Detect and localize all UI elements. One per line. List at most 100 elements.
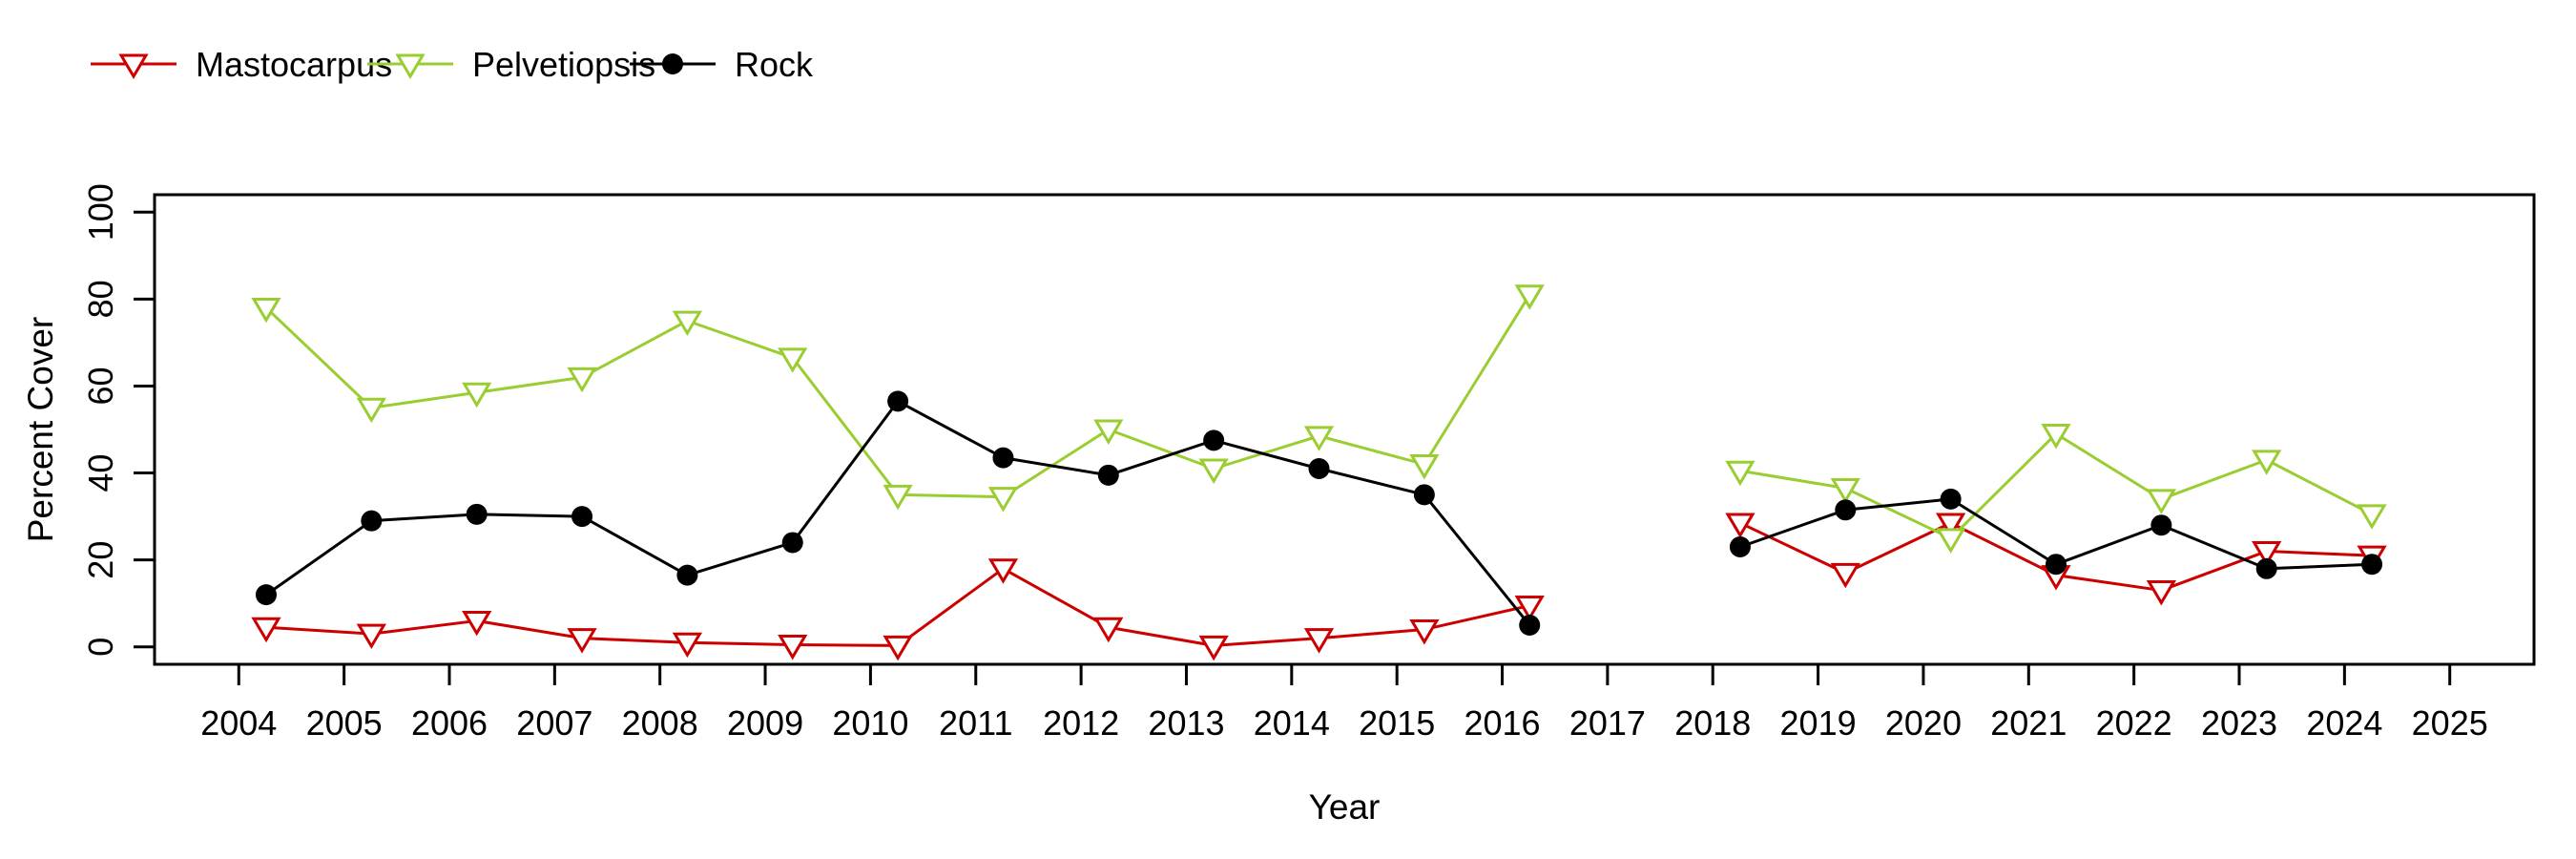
data-point-triangle-mastocarpus bbox=[1303, 628, 1335, 654]
legend-item-rock: Rock bbox=[630, 45, 814, 84]
data-point-triangle-pelvetiopsis bbox=[1198, 458, 1229, 484]
x-tick-label: 2008 bbox=[622, 703, 698, 743]
series-line-mastocarpus bbox=[264, 567, 1531, 647]
x-tick-label: 2013 bbox=[1148, 703, 1224, 743]
data-point-triangle-pelvetiopsis bbox=[251, 297, 281, 324]
data-point-circle-rock bbox=[1729, 536, 1751, 557]
x-tick-label: 2009 bbox=[727, 703, 803, 743]
data-point-circle-rock bbox=[1097, 464, 1119, 486]
y-axis-title: Percent Cover bbox=[21, 317, 60, 543]
x-tick-label: 2025 bbox=[2412, 703, 2488, 743]
data-point-triangle-mastocarpus bbox=[251, 617, 281, 643]
data-point-triangle-pelvetiopsis bbox=[1725, 460, 1755, 487]
data-point-circle-rock bbox=[781, 532, 803, 554]
x-tick-label: 2018 bbox=[1674, 703, 1751, 743]
legend: Mastocarpus Pelvetiopsis Rock bbox=[91, 45, 814, 84]
data-point-triangle-mastocarpus bbox=[567, 628, 597, 654]
data-point-triangle-pelvetiopsis bbox=[1514, 284, 1545, 310]
data-point-triangle-mastocarpus bbox=[1198, 635, 1229, 661]
data-point-circle-rock bbox=[2045, 554, 2067, 576]
x-tick-label: 2016 bbox=[1464, 703, 1540, 743]
x-tick-label: 2011 bbox=[939, 703, 1012, 743]
y-tick-label: 0 bbox=[81, 638, 120, 657]
x-tick-label: 2023 bbox=[2201, 703, 2277, 743]
data-point-triangle-mastocarpus bbox=[1725, 513, 1755, 538]
plot-box bbox=[153, 193, 2536, 666]
data-point-triangle-pelvetiopsis bbox=[1936, 528, 1966, 554]
data-point-circle-rock bbox=[466, 503, 488, 525]
x-tick-label: 2024 bbox=[2306, 703, 2382, 743]
x-tick-label: 2005 bbox=[306, 703, 383, 743]
data-point-triangle-pelvetiopsis bbox=[1303, 426, 1335, 451]
data-point-triangle-pelvetiopsis bbox=[356, 397, 386, 424]
data-point-circle-rock bbox=[2361, 554, 2383, 576]
series-rock bbox=[255, 390, 2383, 636]
data-point-circle-rock bbox=[887, 390, 909, 412]
x-tick-label: 2006 bbox=[411, 703, 488, 743]
data-point-triangle-pelvetiopsis bbox=[2252, 450, 2282, 475]
x-tick-label: 2019 bbox=[1780, 703, 1857, 743]
data-point-circle-rock bbox=[255, 584, 277, 606]
data-point-triangle-mastocarpus bbox=[1093, 617, 1124, 643]
data-point-circle-rock bbox=[1940, 488, 1962, 510]
legend-item-pelvetiopsis: Pelvetiopsis bbox=[367, 45, 655, 84]
data-point-triangle-pelvetiopsis bbox=[2146, 489, 2176, 514]
x-tick-label: 2007 bbox=[516, 703, 592, 743]
legend-label-rock: Rock bbox=[735, 45, 814, 84]
x-tick-label: 2017 bbox=[1569, 703, 1646, 743]
data-point-triangle-pelvetiopsis bbox=[1093, 419, 1124, 445]
x-tick-label: 2012 bbox=[1043, 703, 1119, 743]
legend-item-mastocarpus: Mastocarpus bbox=[91, 45, 392, 84]
series-layer bbox=[251, 284, 2387, 661]
data-point-circle-rock bbox=[1308, 458, 1330, 479]
data-point-triangle-pelvetiopsis bbox=[462, 382, 492, 409]
data-point-triangle-mastocarpus bbox=[1936, 513, 1966, 538]
data-point-circle-rock bbox=[676, 564, 698, 586]
legend-label-pelvetiopsis: Pelvetiopsis bbox=[472, 45, 655, 84]
data-point-triangle-mastocarpus bbox=[2146, 580, 2176, 606]
x-tick-label: 2020 bbox=[1885, 703, 1962, 743]
data-point-triangle-mastocarpus bbox=[2252, 541, 2282, 567]
y-tick-label: 100 bbox=[81, 183, 120, 241]
data-point-circle-rock bbox=[1413, 484, 1435, 506]
data-point-circle-rock bbox=[992, 447, 1014, 469]
x-tick-label: 2015 bbox=[1359, 703, 1435, 743]
data-point-triangle-mastocarpus bbox=[883, 635, 913, 661]
data-point-triangle-pelvetiopsis bbox=[1830, 478, 1860, 504]
x-tick-label: 2014 bbox=[1254, 703, 1330, 743]
data-point-triangle-mastocarpus bbox=[1830, 562, 1860, 589]
axes: 2004 2005 2006 2007 2008 2009 2010 2011 2012 2013… bbox=[81, 183, 2488, 743]
series-pelvetiopsis bbox=[251, 284, 2387, 554]
series-line-rock bbox=[264, 399, 1531, 627]
legend-label-mastocarpus: Mastocarpus bbox=[196, 45, 392, 84]
series-line-pelvetiopsis bbox=[1738, 432, 2374, 540]
data-point-triangle-mastocarpus bbox=[462, 610, 492, 637]
legend-marker-triangle-pelvetiopsis bbox=[395, 53, 426, 79]
data-point-triangle-pelvetiopsis bbox=[778, 347, 808, 373]
data-point-triangle-mastocarpus bbox=[1514, 596, 1545, 621]
data-point-triangle-pelvetiopsis bbox=[2041, 424, 2071, 450]
y-tick-label: 40 bbox=[81, 454, 120, 492]
data-point-triangle-pelvetiopsis bbox=[987, 487, 1019, 513]
x-tick-label: 2022 bbox=[2096, 703, 2172, 743]
x-tick-label: 2010 bbox=[832, 703, 908, 743]
data-point-triangle-mastocarpus bbox=[778, 635, 808, 660]
legend-marker-circle-rock bbox=[662, 53, 683, 74]
data-point-triangle-pelvetiopsis bbox=[672, 310, 703, 337]
data-point-triangle-pelvetiopsis bbox=[883, 484, 913, 511]
data-point-triangle-mastocarpus bbox=[356, 623, 386, 650]
x-tick-label: 2021 bbox=[1990, 703, 2067, 743]
data-point-circle-rock bbox=[2255, 557, 2277, 579]
y-tick-label: 80 bbox=[81, 280, 120, 318]
y-tick-label: 60 bbox=[81, 367, 120, 405]
data-point-triangle-pelvetiopsis bbox=[2357, 504, 2387, 530]
data-point-triangle-mastocarpus bbox=[672, 632, 703, 659]
series-mastocarpus bbox=[251, 513, 2387, 661]
data-point-circle-rock bbox=[2150, 514, 2172, 536]
data-point-circle-rock bbox=[361, 510, 383, 532]
y-axis: 0 20 40 60 80 100 bbox=[81, 183, 155, 657]
data-point-circle-rock bbox=[1203, 430, 1225, 451]
data-point-triangle-pelvetiopsis bbox=[1409, 453, 1440, 480]
